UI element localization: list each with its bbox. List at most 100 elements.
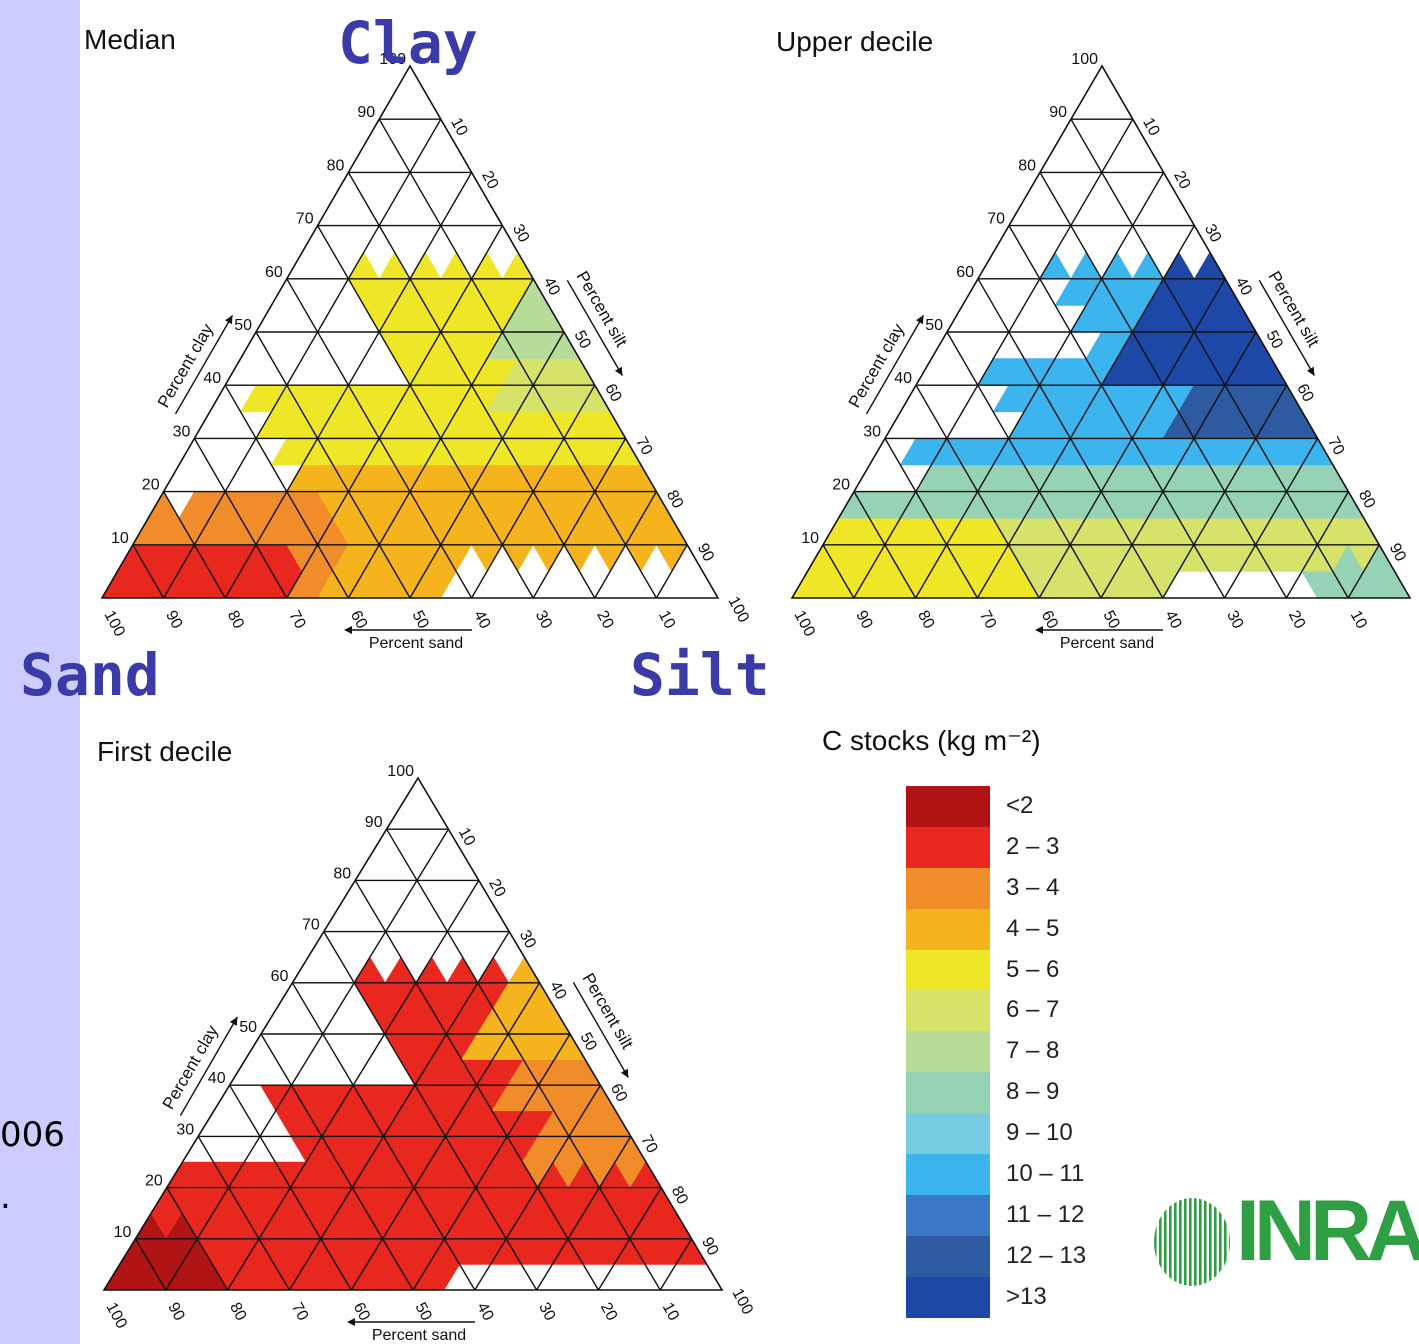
colorbar-swatch	[906, 1194, 990, 1236]
clay-tick-label: 40	[894, 370, 912, 387]
silt-tick-label: 80	[663, 487, 686, 511]
sand-tick-label: 20	[1285, 608, 1308, 632]
silt-tick-label: 50	[570, 328, 593, 352]
grid-line-silt	[597, 1187, 662, 1291]
clay-tick-label: 30	[176, 1121, 194, 1138]
grid-line-sand	[162, 491, 226, 599]
grid-line-sand	[255, 331, 411, 599]
axis-arrowhead-silt	[614, 366, 623, 376]
sand-tick-label: 30	[532, 608, 555, 632]
grid-line-silt	[1285, 491, 1350, 599]
grid-line-silt	[594, 491, 658, 599]
axis-arrowhead-clay	[229, 1016, 238, 1026]
colorbar-title: C stocks (kg m⁻²)	[822, 725, 1041, 756]
grid-line-sand	[260, 1033, 414, 1291]
vertex-label-sand: Sand	[20, 641, 160, 709]
colorbar-swatch	[906, 1235, 990, 1277]
grid-line-silt	[532, 438, 627, 599]
clay-tick-label: 40	[203, 370, 221, 387]
sand-tick-label: 100	[102, 1300, 130, 1332]
silt-tick-label: 80	[1355, 487, 1378, 511]
ternary-cell	[353, 956, 386, 984]
sand-tick-label: 40	[1161, 608, 1184, 632]
silt-tick-label: 20	[485, 876, 508, 900]
clay-tick-label: 50	[925, 317, 943, 334]
colorbar-swatch	[906, 949, 990, 991]
grid-line-silt	[659, 1238, 693, 1291]
sand-tick-label: 90	[162, 608, 185, 632]
grid-line-silt	[470, 384, 596, 599]
clay-tick-label: 100	[379, 51, 406, 68]
clay-tick-label: 10	[111, 530, 129, 547]
grid-line-sand	[822, 544, 855, 599]
silt-tick-label: 40	[1232, 275, 1255, 299]
grid-line-sand	[385, 828, 661, 1291]
silt-tick-label: 20	[1170, 168, 1193, 192]
axis-title-sand: Percent sand	[1060, 635, 1154, 652]
axis-arrowhead-clay	[225, 315, 233, 325]
inra-logo-icon	[1154, 1198, 1230, 1286]
clay-tick-label: 70	[302, 917, 320, 934]
colorbar-swatch	[906, 867, 990, 909]
grid-line-sand	[1008, 225, 1226, 599]
clay-tick-label: 30	[863, 423, 881, 440]
grid-line-sand	[323, 931, 538, 1291]
silt-tick-label: 20	[478, 168, 501, 192]
clay-tick-label: 60	[265, 264, 283, 281]
grid-line-sand	[134, 1238, 167, 1291]
silt-tick-label: 60	[601, 381, 624, 405]
clay-tick-label: 20	[145, 1173, 163, 1190]
triangle-outline	[102, 776, 724, 1291]
clay-tick-label: 90	[357, 104, 375, 121]
colorbar-swatch	[906, 1154, 990, 1195]
grid-line-silt	[412, 1033, 571, 1291]
clay-tick-label: 60	[271, 968, 289, 985]
grid-line-sand	[224, 384, 350, 599]
sand-tick-label: 30	[1223, 608, 1246, 632]
colorbar-label: 4 – 5	[1006, 914, 1060, 942]
grid-line-silt	[162, 118, 442, 599]
ternary-cell	[508, 956, 541, 984]
grid-line-silt	[1223, 438, 1319, 599]
vertex-label-silt: Silt	[630, 641, 770, 709]
grid-line-silt	[1162, 384, 1288, 599]
axis-arrow-silt	[572, 982, 629, 1078]
panel-title-upper-decile: Upper decile	[776, 26, 934, 57]
ternary-cell	[415, 956, 448, 984]
axis-title-sand: Percent sand	[369, 635, 463, 652]
sand-tick-label: 30	[535, 1300, 558, 1324]
axis-arrowhead-clay	[915, 315, 924, 325]
silt-tick-label: 40	[546, 979, 569, 1003]
clay-tick-label: 50	[239, 1019, 257, 1036]
sand-tick-label: 80	[224, 608, 247, 632]
silt-tick-label: 10	[455, 825, 478, 849]
grid-line-sand	[378, 118, 658, 599]
logo-text: INRA	[1236, 1183, 1419, 1279]
grid-line-silt	[853, 118, 1134, 599]
grid-line-sand	[946, 331, 1102, 599]
silt-tick-label: 90	[694, 541, 717, 565]
silt-tick-label: 40	[540, 275, 563, 299]
sand-tick-label: 20	[593, 608, 616, 632]
sand-tick-label: 40	[473, 1300, 496, 1324]
grid-line-silt	[288, 931, 510, 1291]
silt-tick-label: 100	[728, 1286, 756, 1318]
grid-line-sand	[853, 491, 917, 599]
silt-tick-label: 30	[1201, 221, 1224, 245]
grid-line-silt	[655, 544, 688, 599]
axis-arrowhead-sand	[347, 1318, 355, 1326]
colorbar-label: 8 – 9	[1006, 1078, 1060, 1106]
side-text-line2: .	[0, 1177, 11, 1217]
colorbar-swatch	[906, 1276, 990, 1318]
clay-tick-label: 70	[296, 211, 314, 228]
colorbar-swatch	[906, 786, 990, 827]
grid-line-silt	[536, 1136, 632, 1291]
grid-line-sand	[166, 1187, 229, 1291]
colorbar-label: 2 – 3	[1006, 832, 1060, 860]
colorbar-label: 11 – 12	[1006, 1200, 1085, 1228]
silt-tick-label: 50	[1262, 328, 1285, 352]
sand-tick-label: 70	[288, 1300, 311, 1324]
silt-tick-label: 80	[668, 1183, 691, 1207]
ternary-cell	[477, 956, 510, 984]
silt-tick-label: 10	[447, 115, 470, 139]
